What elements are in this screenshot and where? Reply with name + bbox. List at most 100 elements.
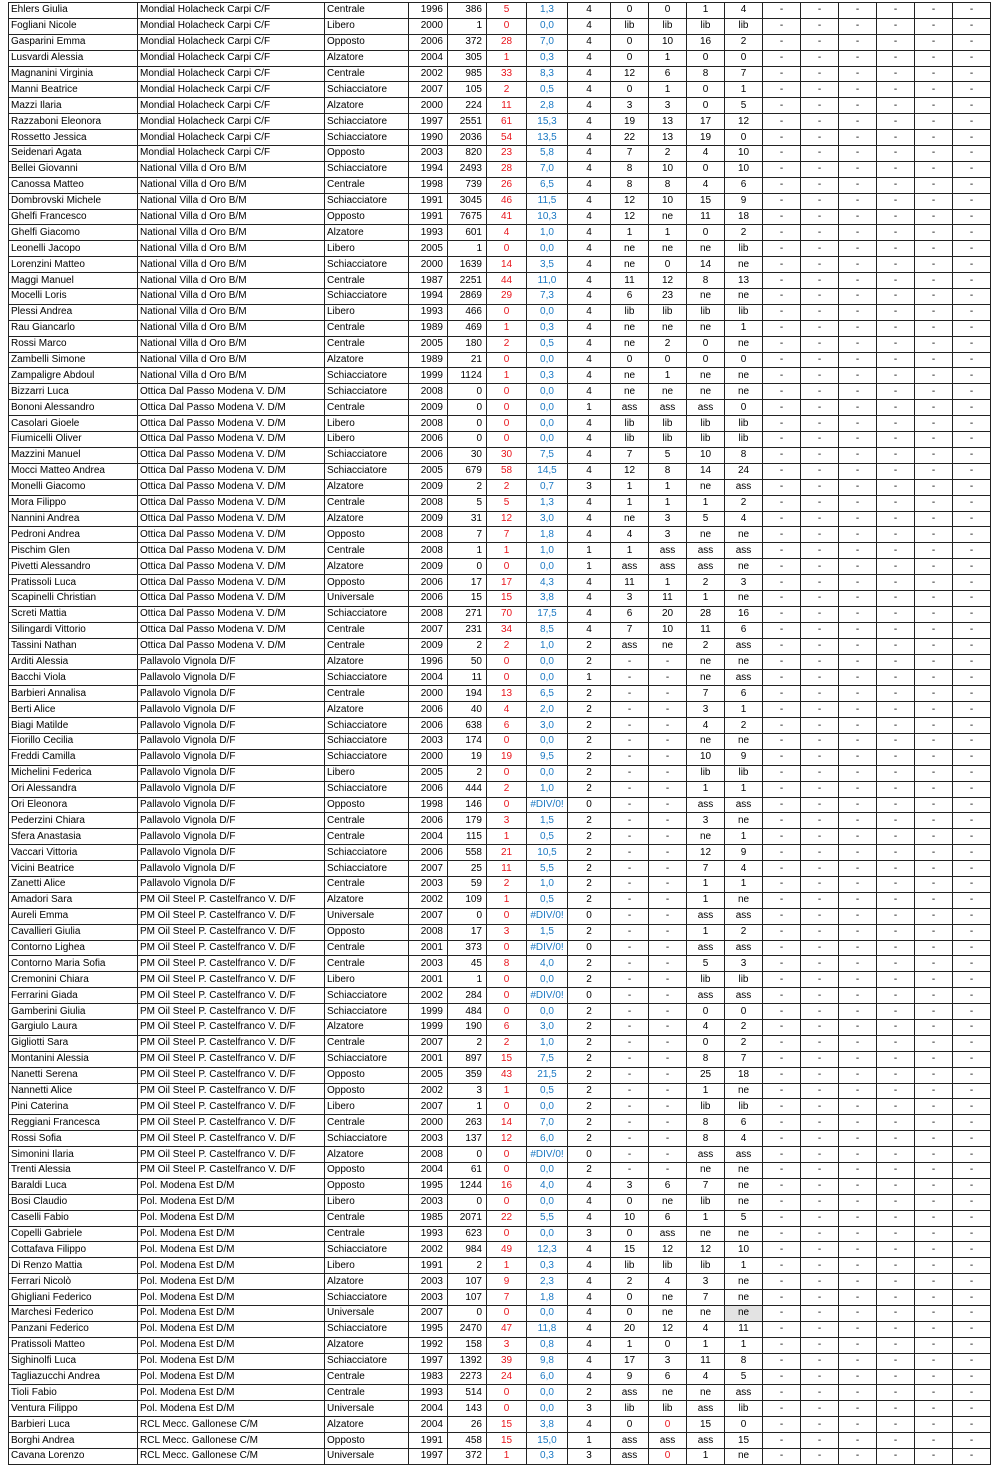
match-3-cell[interactable]: 15 [686,1416,725,1434]
matches-cell[interactable]: 4 [567,1257,611,1275]
match-5-cell[interactable]: - [762,1162,801,1179]
match-4-cell[interactable]: ne [724,1082,763,1100]
average-cell[interactable]: 0,5 [526,81,568,99]
goals-cell[interactable]: 2 [486,81,527,99]
match-9-cell[interactable]: - [914,796,953,814]
role-cell[interactable]: Schiacciatore [324,288,409,305]
match-1-cell[interactable]: 11 [610,272,649,290]
match-7-cell[interactable]: - [838,510,877,528]
player-name-cell[interactable]: Michelini Federica [8,764,138,782]
total-cell[interactable]: 17 [447,574,487,591]
goals-cell[interactable]: 15 [486,1432,527,1450]
birth-year-cell[interactable]: 2003 [408,875,448,893]
team-cell[interactable]: Ottica Dal Passo Modena V. D/M [137,383,325,401]
matches-cell[interactable]: 4 [567,192,611,210]
match-3-cell[interactable]: ne [686,1225,725,1243]
match-8-cell[interactable]: - [876,1400,915,1418]
birth-year-cell[interactable]: 2008 [408,923,448,941]
match-1-cell[interactable]: - [610,717,649,734]
match-5-cell[interactable]: - [762,780,801,798]
player-name-cell[interactable]: Ori Alessandra [8,780,138,798]
match-5-cell[interactable]: - [762,1225,801,1243]
match-2-cell[interactable]: 3 [648,510,687,528]
match-9-cell[interactable]: - [914,192,953,210]
goals-cell[interactable]: 24 [486,1368,527,1386]
team-cell[interactable]: Ottica Dal Passo Modena V. D/M [137,621,325,639]
team-cell[interactable]: Pallavolo Vignola D/F [137,875,325,893]
match-9-cell[interactable]: - [914,1209,953,1227]
birth-year-cell[interactable]: 1993 [408,224,448,242]
match-5-cell[interactable]: - [762,1146,801,1164]
player-name-cell[interactable]: Zambelli Simone [8,351,138,369]
match-5-cell[interactable]: - [762,717,801,734]
match-10-cell[interactable]: - [952,1082,991,1100]
birth-year-cell[interactable]: 2007 [408,81,448,99]
team-cell[interactable]: Pol. Modena Est D/M [137,1305,325,1322]
player-name-cell[interactable]: Fogliani Nicole [8,17,138,35]
match-5-cell[interactable]: - [762,192,801,210]
match-5-cell[interactable]: - [762,383,801,401]
matches-cell[interactable]: 4 [567,462,611,480]
total-cell[interactable]: 50 [447,653,487,671]
match-7-cell[interactable]: - [838,1432,877,1450]
match-7-cell[interactable]: - [838,1050,877,1068]
match-4-cell[interactable]: ne [724,367,763,385]
birth-year-cell[interactable]: 2001 [408,1050,448,1068]
match-5-cell[interactable]: - [762,1193,801,1211]
match-5-cell[interactable]: - [762,907,801,925]
match-5-cell[interactable]: - [762,955,801,973]
match-6-cell[interactable]: - [800,319,839,337]
team-cell[interactable]: Mondial Holacheck Carpi C/F [137,81,325,99]
match-3-cell[interactable]: 12 [686,1241,725,1259]
match-10-cell[interactable]: - [952,113,991,131]
match-2-cell[interactable]: 0 [648,1416,687,1434]
match-5-cell[interactable]: - [762,319,801,337]
goals-cell[interactable]: 3 [486,812,527,830]
match-8-cell[interactable]: - [876,113,915,131]
match-7-cell[interactable]: - [838,875,877,893]
team-cell[interactable]: Pol. Modena Est D/M [137,1289,325,1307]
match-2-cell[interactable]: ne [648,1193,687,1211]
role-cell[interactable]: Centrale [324,1225,409,1243]
matches-cell[interactable]: 4 [567,17,611,35]
player-name-cell[interactable]: Vaccari Vittoria [8,844,138,862]
average-cell[interactable]: 0,0 [526,732,568,750]
birth-year-cell[interactable]: 1996 [408,2,448,19]
total-cell[interactable]: 45 [447,955,487,973]
match-6-cell[interactable]: - [800,1034,839,1052]
match-10-cell[interactable]: - [952,1209,991,1227]
goals-cell[interactable]: 21 [486,844,527,862]
match-3-cell[interactable]: ne [686,478,725,496]
match-1-cell[interactable]: - [610,971,649,989]
match-8-cell[interactable]: - [876,1289,915,1307]
birth-year-cell[interactable]: 2005 [408,335,448,353]
match-8-cell[interactable]: - [876,399,915,417]
match-4-cell[interactable]: 11 [724,1320,763,1338]
match-8-cell[interactable]: - [876,1320,915,1338]
goals-cell[interactable]: 34 [486,621,527,639]
match-10-cell[interactable]: - [952,748,991,766]
match-5-cell[interactable]: - [762,17,801,35]
match-10-cell[interactable]: - [952,1193,991,1211]
match-10-cell[interactable]: - [952,1400,991,1418]
player-name-cell[interactable]: Manni Beatrice [8,81,138,99]
match-9-cell[interactable]: - [914,335,953,353]
average-cell[interactable]: #DIV/0! [526,1146,568,1164]
match-5-cell[interactable]: - [762,669,801,687]
goals-cell[interactable]: 9 [486,1273,527,1291]
match-2-cell[interactable]: 8 [648,176,687,194]
match-1-cell[interactable]: 0 [610,81,649,99]
role-cell[interactable]: Centrale [324,621,409,639]
match-10-cell[interactable]: - [952,65,991,83]
role-cell[interactable]: Opposto [324,208,409,226]
team-cell[interactable]: Pallavolo Vignola D/F [137,717,325,734]
match-3-cell[interactable]: lib [686,17,725,35]
match-4-cell[interactable]: ne [724,1273,763,1291]
match-1-cell[interactable]: lib [610,303,649,321]
matches-cell[interactable]: 2 [567,844,611,862]
match-3-cell[interactable]: 4 [686,145,725,162]
match-2-cell[interactable]: - [648,923,687,941]
match-7-cell[interactable]: - [838,574,877,591]
match-8-cell[interactable]: - [876,717,915,734]
match-2-cell[interactable]: lib [648,303,687,321]
